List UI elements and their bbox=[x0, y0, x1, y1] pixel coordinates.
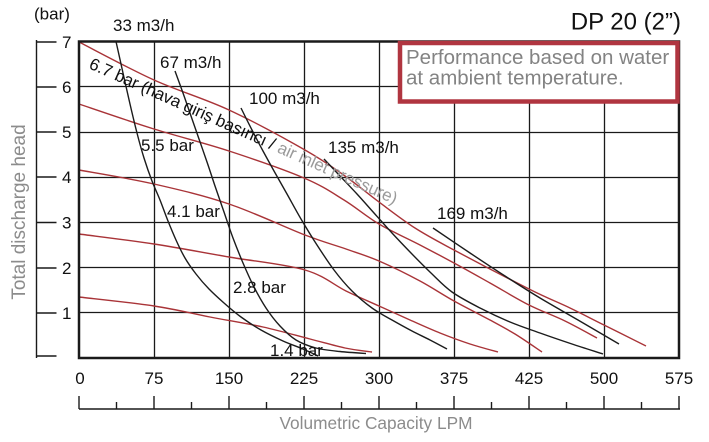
svg-text:2.8 bar: 2.8 bar bbox=[233, 278, 286, 297]
svg-text:7: 7 bbox=[62, 33, 71, 52]
svg-text:3: 3 bbox=[62, 214, 71, 233]
svg-text:5: 5 bbox=[62, 123, 71, 142]
svg-text:300: 300 bbox=[365, 369, 393, 388]
svg-text:100 m3/h: 100 m3/h bbox=[249, 89, 320, 108]
svg-text:Performance based on water: Performance based on water bbox=[406, 46, 669, 69]
svg-text:4: 4 bbox=[62, 168, 71, 187]
svg-text:375: 375 bbox=[440, 369, 468, 388]
svg-text:0: 0 bbox=[75, 369, 84, 388]
svg-text:1.4 bar: 1.4 bar bbox=[270, 341, 323, 360]
svg-text:135 m3/h: 135 m3/h bbox=[328, 138, 399, 157]
svg-text:67 m3/h: 67 m3/h bbox=[160, 53, 221, 72]
svg-text:169 m3/h: 169 m3/h bbox=[437, 204, 508, 223]
svg-text:4.1 bar: 4.1 bar bbox=[167, 202, 220, 221]
svg-text:DP 20 (2”): DP 20 (2”) bbox=[571, 9, 681, 36]
svg-text:575: 575 bbox=[665, 369, 693, 388]
svg-text:at ambient temperature.: at ambient temperature. bbox=[406, 67, 624, 90]
svg-text:75: 75 bbox=[145, 369, 164, 388]
svg-text:Volumetric Capacity LPM: Volumetric Capacity LPM bbox=[279, 413, 472, 433]
svg-text:1: 1 bbox=[62, 304, 71, 323]
svg-text:225: 225 bbox=[290, 369, 318, 388]
svg-text:500: 500 bbox=[590, 369, 618, 388]
svg-text:6: 6 bbox=[62, 78, 71, 97]
svg-text:(bar): (bar) bbox=[34, 5, 70, 24]
svg-text:2: 2 bbox=[62, 259, 71, 278]
svg-text:33 m3/h: 33 m3/h bbox=[113, 16, 174, 35]
svg-text:Total discharge head: Total discharge head bbox=[9, 124, 30, 299]
svg-text:425: 425 bbox=[515, 369, 543, 388]
svg-text:150: 150 bbox=[215, 369, 243, 388]
svg-text:5.5 bar: 5.5 bar bbox=[141, 136, 194, 155]
